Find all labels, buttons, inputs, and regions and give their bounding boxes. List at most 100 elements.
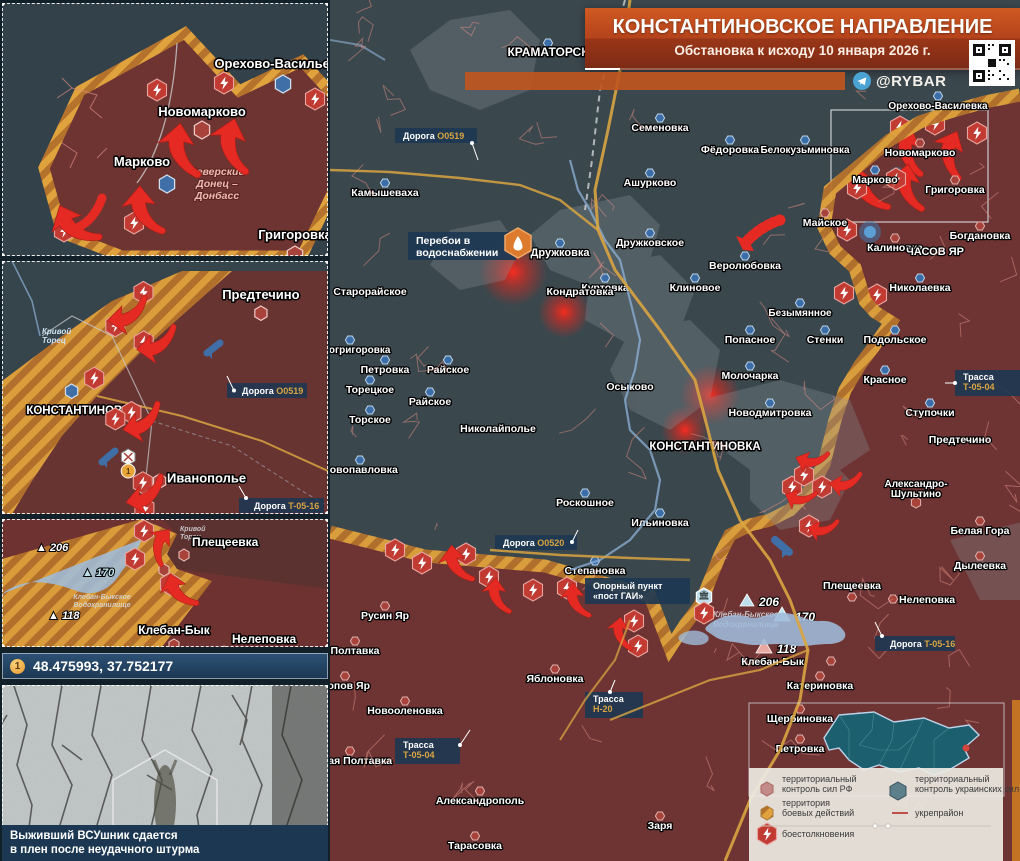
- svg-text:территориальный: территориальный: [782, 774, 857, 784]
- svg-text:🏛: 🏛: [698, 590, 709, 600]
- svg-text:Клебан-Быкское: Клебан-Быкское: [73, 593, 131, 601]
- svg-text:Водохранилище: Водохранилище: [73, 601, 130, 609]
- svg-text:Райское: Райское: [409, 396, 452, 408]
- svg-text:территория: территория: [782, 798, 830, 808]
- svg-text:Торец: Торец: [42, 336, 66, 345]
- svg-text:Красное: Красное: [863, 374, 906, 386]
- svg-text:Заря: Заря: [648, 820, 673, 832]
- svg-text:1: 1: [126, 467, 131, 476]
- svg-text:Григоровка: Григоровка: [258, 227, 328, 242]
- svg-text:Нелеповка: Нелеповка: [899, 594, 955, 606]
- svg-text:Щербиновка: Щербиновка: [767, 713, 833, 725]
- svg-text:Подольское: Подольское: [864, 334, 927, 346]
- svg-text:Дорога O0519: Дорога O0519: [403, 131, 464, 141]
- svg-text:Предтечино: Предтечино: [222, 287, 299, 302]
- svg-text:Плещеевка: Плещеевка: [192, 535, 259, 549]
- svg-text:Марково: Марково: [114, 154, 170, 169]
- svg-text:Иванополье: Иванополье: [167, 471, 246, 486]
- svg-text:Семеновка: Семеновка: [631, 122, 688, 134]
- svg-text:▲ 170: ▲ 170: [82, 567, 115, 579]
- svg-text:«пост ГАИ»: «пост ГАИ»: [593, 591, 643, 601]
- svg-text:Н-20: Н-20: [593, 704, 613, 714]
- svg-text:Русин Яр: Русин Яр: [361, 610, 409, 622]
- svg-text:Богдановка: Богдановка: [950, 230, 1011, 242]
- svg-text:Опорный пункт: Опорный пункт: [593, 581, 663, 591]
- svg-text:Дорога O0519: Дорога O0519: [242, 386, 303, 396]
- svg-text:Марково: Марково: [852, 174, 897, 186]
- svg-text:Новопавловка: Новопавловка: [330, 464, 398, 476]
- svg-text:Николаевка: Николаевка: [889, 282, 950, 294]
- svg-text:Орехово-Васильевка: Орехово-Васильевка: [214, 56, 328, 71]
- svg-text:боевых действий: боевых действий: [782, 808, 854, 818]
- svg-text:Дылеевка: Дылеевка: [954, 560, 1006, 572]
- svg-text:Донец –: Донец –: [195, 178, 238, 190]
- svg-text:Стенки: Стенки: [807, 334, 844, 346]
- svg-text:Белая Гора: Белая Гора: [950, 525, 1009, 537]
- svg-text:Ашурково: Ашурково: [624, 177, 677, 189]
- svg-text:Роскошное: Роскошное: [556, 497, 614, 509]
- svg-text:ЧАСОВ ЯР: ЧАСОВ ЯР: [906, 246, 964, 258]
- svg-text:Григоровка: Григоровка: [925, 184, 985, 196]
- svg-text:Попасное: Попасное: [725, 334, 776, 346]
- svg-text:Клебан-Бык: Клебан-Бык: [138, 623, 211, 637]
- svg-text:Клебан-Бык: Клебан-Бык: [741, 656, 804, 668]
- svg-text:Дружковка: Дружковка: [531, 247, 591, 259]
- svg-text:Катериновка: Катериновка: [787, 680, 854, 692]
- svg-text:Новооленовка: Новооленовка: [367, 705, 443, 717]
- svg-text:Яблоновка: Яблоновка: [526, 673, 583, 685]
- svg-text:Дружковское: Дружковское: [616, 237, 684, 249]
- svg-text:Веролюбовка: Веролюбовка: [709, 260, 781, 272]
- svg-text:КОНСТАНТИНОВКА: КОНСТАНТИНОВКА: [649, 441, 760, 453]
- svg-text:Молочарка: Молочарка: [721, 370, 778, 382]
- svg-text:Трасса: Трасса: [963, 372, 995, 382]
- svg-text:Торское: Торское: [349, 414, 391, 426]
- svg-text:Донбасс: Донбасс: [194, 190, 240, 202]
- svg-text:Безымянное: Безымянное: [768, 308, 832, 319]
- svg-text:Т-05-04: Т-05-04: [403, 750, 435, 760]
- svg-text:боестолкновения: боестолкновения: [782, 829, 854, 839]
- svg-text:Новая Полтавка: Новая Полтавка: [330, 755, 392, 767]
- svg-text:водоснабжении: водоснабжении: [416, 247, 498, 259]
- svg-text:контроль сил РФ: контроль сил РФ: [782, 784, 853, 794]
- svg-text:Кривой: Кривой: [42, 327, 71, 336]
- svg-text:Степановка: Степановка: [564, 565, 625, 577]
- svg-text:Старорайское: Старорайское: [333, 286, 406, 298]
- svg-text:Клиновое: Клиновое: [670, 282, 721, 294]
- svg-text:206: 206: [758, 595, 779, 609]
- svg-text:Дорога O0520: Дорога O0520: [503, 538, 564, 548]
- svg-text:Новомарково: Новомарково: [158, 104, 246, 119]
- svg-text:Дорога T-05-16: Дорога T-05-16: [254, 501, 319, 511]
- svg-text:Петровка: Петровка: [361, 364, 410, 376]
- svg-text:Шультино: Шультино: [891, 489, 941, 500]
- svg-text:Трасса: Трасса: [593, 694, 625, 704]
- svg-text:Новомарково: Новомарково: [885, 147, 956, 159]
- svg-text:контроль украинских сил: контроль украинских сил: [915, 784, 1019, 794]
- svg-text:Камышеваха: Камышеваха: [351, 187, 419, 199]
- svg-text:Тарасовка: Тарасовка: [448, 840, 502, 852]
- svg-text:Т-05-04: Т-05-04: [963, 382, 995, 392]
- svg-text:▲ 118: ▲ 118: [48, 610, 80, 622]
- svg-text:Ступочки: Ступочки: [905, 407, 954, 419]
- svg-text:Белокузьминовка: Белокузьминовка: [760, 145, 849, 156]
- svg-text:укрепрайон: укрепрайон: [915, 808, 963, 818]
- svg-text:территориальный: территориальный: [915, 774, 990, 784]
- svg-text:▲ 206: ▲ 206: [36, 542, 69, 554]
- svg-text:Трасса: Трасса: [403, 740, 435, 750]
- svg-text:Перебои в: Перебои в: [416, 235, 471, 247]
- svg-text:Торецкое: Торецкое: [346, 384, 394, 396]
- svg-text:Александрополь: Александрополь: [436, 795, 525, 807]
- svg-text:КРАМАТОРСК: КРАМАТОРСК: [507, 45, 589, 59]
- svg-text:Плещеевка: Плещеевка: [823, 580, 881, 592]
- svg-text:Кривой: Кривой: [180, 525, 206, 533]
- svg-text:Дорога T-05-16: Дорога T-05-16: [890, 639, 955, 649]
- svg-text:Кондратовка: Кондратовка: [546, 286, 613, 298]
- svg-text:Полтавка: Полтавка: [331, 645, 380, 657]
- svg-text:Предтечино: Предтечино: [929, 434, 992, 446]
- svg-text:Майское: Майское: [803, 217, 848, 229]
- svg-text:Орехово-Василевка: Орехово-Василевка: [888, 101, 988, 112]
- svg-text:Николайполье: Николайполье: [460, 423, 536, 435]
- svg-text:Нелеповка: Нелеповка: [232, 632, 296, 646]
- svg-text:Фёдоровка: Фёдоровка: [701, 144, 759, 156]
- svg-text:Попов Яр: Попов Яр: [330, 680, 370, 692]
- svg-text:Новодмитровка: Новодмитровка: [729, 407, 812, 419]
